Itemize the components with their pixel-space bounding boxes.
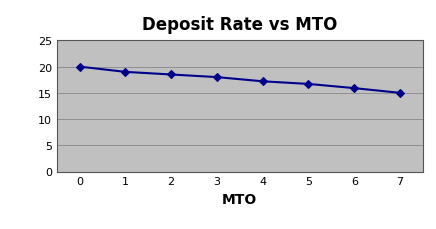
Title: Deposit Rate vs MTO: Deposit Rate vs MTO: [142, 16, 337, 34]
X-axis label: MTO: MTO: [222, 192, 257, 206]
